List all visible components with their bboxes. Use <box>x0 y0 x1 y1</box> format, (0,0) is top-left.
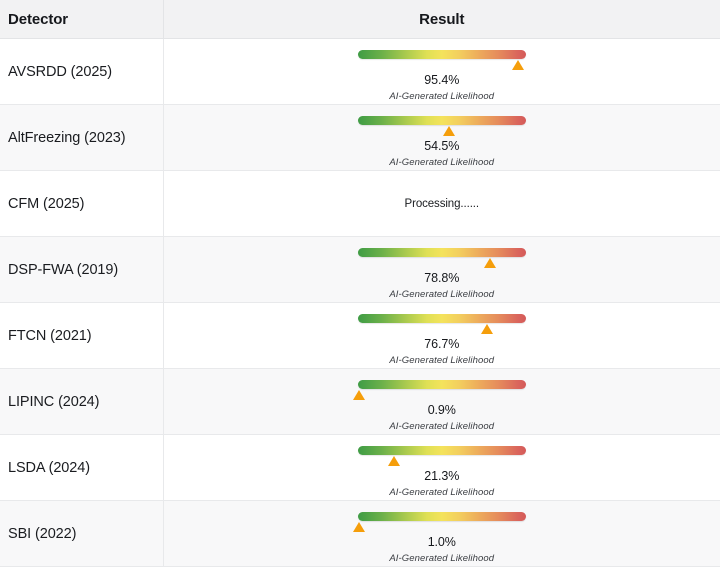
table-row: CFM (2025) Processing...... <box>0 170 720 237</box>
table-header: Detector Result <box>0 0 720 39</box>
result-cell: 0.9% AI-Generated Likelihood <box>163 368 720 435</box>
detector-name-cell: LSDA (2024) <box>0 434 164 501</box>
gauge-gradient-bar <box>357 314 526 334</box>
gauge-value-label: 0.9% <box>427 403 456 417</box>
gauge-caption-label: AI-Generated Likelihood <box>389 553 495 564</box>
likelihood-gauge: 95.4% AI-Generated Likelihood <box>357 41 526 102</box>
table-body: AVSRDD (2025) 95.4% AI-Generated Likelihoo… <box>0 38 720 567</box>
detector-name-cell: AVSRDD (2025) <box>0 38 164 105</box>
detector-name-cell: SBI (2022) <box>0 500 164 567</box>
result-cell: 21.3% AI-Generated Likelihood <box>163 434 720 501</box>
likelihood-gauge: 54.5% AI-Generated Likelihood <box>357 107 526 168</box>
table-row: LIPINC (2024) 0.9% AI-Generated Likelihood <box>0 368 720 435</box>
result-cell: 1.0% AI-Generated Likelihood <box>163 500 720 567</box>
detector-name-cell: AltFreezing (2023) <box>0 104 164 171</box>
result-cell: 78.8% AI-Generated Likelihood <box>163 236 720 303</box>
gauge-value-label: 95.4% <box>424 73 460 87</box>
likelihood-gauge: 0.9% AI-Generated Likelihood <box>353 371 526 432</box>
gauge-marker-triangle-icon <box>484 258 497 268</box>
likelihood-gauge: 21.3% AI-Generated Likelihood <box>357 437 526 498</box>
gauge-gradient-bar <box>357 50 526 70</box>
gauge-caption-label: AI-Generated Likelihood <box>389 289 495 300</box>
table-row: SBI (2022) 1.0% AI-Generated Likelihood <box>0 500 720 567</box>
processing-status-text: Processing...... <box>404 197 480 210</box>
detector-name-cell: FTCN (2021) <box>0 302 164 369</box>
gauge-value-label: 1.0% <box>427 535 456 549</box>
gauge-gradient-bar <box>353 380 526 400</box>
table-row: AVSRDD (2025) 95.4% AI-Generated Likelihoo… <box>0 38 720 105</box>
likelihood-gauge: 78.8% AI-Generated Likelihood <box>357 239 526 300</box>
gauge-caption-label: AI-Generated Likelihood <box>389 91 495 102</box>
gauge-marker-triangle-icon <box>353 390 366 400</box>
table-header-row: Detector Result <box>0 0 720 39</box>
gauge-gradient-bar <box>353 512 526 532</box>
result-cell: 54.5% AI-Generated Likelihood <box>163 104 720 171</box>
detector-name-cell: CFM (2025) <box>0 170 164 237</box>
gauge-value-label: 78.8% <box>424 271 460 285</box>
likelihood-gauge: 76.7% AI-Generated Likelihood <box>357 305 526 366</box>
detector-name-cell: DSP-FWA (2019) <box>0 236 164 303</box>
column-header-result: Result <box>163 0 720 39</box>
result-cell: 76.7% AI-Generated Likelihood <box>163 302 720 369</box>
result-cell: 95.4% AI-Generated Likelihood <box>163 38 720 105</box>
gauge-gradient-bar <box>357 248 526 268</box>
table-row: FTCN (2021) 76.7% AI-Generated Likelihood <box>0 302 720 369</box>
column-header-detector: Detector <box>0 0 164 39</box>
gauge-gradient-bar <box>357 116 526 136</box>
gauge-marker-triangle-icon <box>353 522 366 532</box>
gauge-marker-triangle-icon <box>480 324 493 334</box>
gauge-value-label: 21.3% <box>424 469 460 483</box>
likelihood-gauge: 1.0% AI-Generated Likelihood <box>353 503 526 564</box>
table-row: LSDA (2024) 21.3% AI-Generated Likelihood <box>0 434 720 501</box>
gauge-caption-label: AI-Generated Likelihood <box>389 487 495 498</box>
gauge-caption-label: AI-Generated Likelihood <box>389 421 495 432</box>
table-row: DSP-FWA (2019) 78.8% AI-Generated Likeliho… <box>0 236 720 303</box>
gauge-gradient-bar <box>357 446 526 466</box>
gauge-caption-label: AI-Generated Likelihood <box>389 355 495 366</box>
gauge-caption-label: AI-Generated Likelihood <box>389 157 495 168</box>
gauge-marker-triangle-icon <box>387 456 400 466</box>
gauge-value-label: 54.5% <box>424 139 460 153</box>
gauge-marker-triangle-icon <box>512 60 525 70</box>
result-cell: Processing...... <box>163 170 720 237</box>
detector-name-cell: LIPINC (2024) <box>0 368 164 435</box>
table-row: AltFreezing (2023) 54.5% AI-Generated Like… <box>0 104 720 171</box>
gauge-marker-triangle-icon <box>443 126 456 136</box>
gauge-value-label: 76.7% <box>424 337 460 351</box>
